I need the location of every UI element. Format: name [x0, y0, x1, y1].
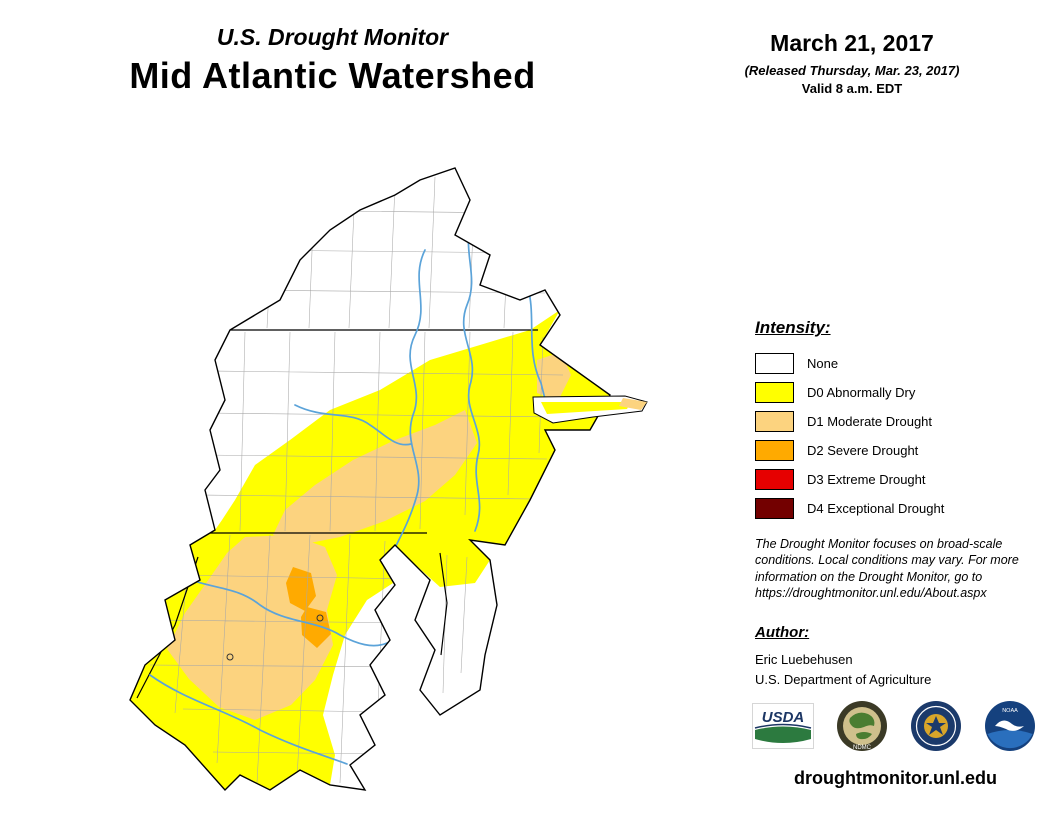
potomac-river: [179, 574, 388, 647]
state-borders: [136, 329, 538, 699]
usda-field: [755, 726, 811, 743]
date-block: March 21, 2017 (Released Thursday, Mar. …: [690, 30, 1014, 96]
valid-time: Valid 8 a.m. EDT: [801, 81, 903, 96]
watershed-outline: [129, 167, 611, 792]
james-river: [149, 674, 348, 765]
report-name: U.S. Drought Monitor: [216, 24, 449, 50]
long-island: [532, 395, 648, 424]
header: U.S. Drought Monitor Mid Atlantic Waters…: [60, 24, 605, 97]
intensity-legend: Intensity: None D0 Abnormally Dry D1 Mod…: [755, 318, 1037, 523]
legend-item-d2: D2 Severe Drought: [755, 436, 1037, 465]
swatch-none: [755, 353, 794, 374]
noaa-sea: [987, 730, 1033, 749]
city-marker: [226, 653, 234, 661]
doc-emblem: [926, 716, 946, 735]
usda-logo: USDA: [752, 703, 814, 749]
legend-item-d4: D4 Exceptional Drought: [755, 494, 1037, 523]
legend-item-label: None: [807, 356, 839, 371]
usda-swoosh: [754, 723, 812, 729]
legend-item-d1: D1 Moderate Drought: [755, 407, 1037, 436]
d2-region-1: [286, 567, 316, 611]
ndmc-logo: NDMC: [837, 701, 887, 751]
d2-region-2: [301, 607, 331, 648]
d1-region-pa: [273, 410, 477, 545]
ndmc-landmass: [849, 712, 875, 729]
drought-map: [129, 167, 648, 792]
legend-item-label: D0 Abnormally Dry: [807, 385, 916, 400]
long-island-d1: [619, 398, 647, 410]
noaa-logo-text: NOAA: [1002, 708, 1018, 714]
swatch-d1: [755, 411, 794, 432]
legend-item-d3: D3 Extreme Drought: [755, 465, 1037, 494]
long-island-d0: [541, 402, 631, 414]
delaware-river: [462, 214, 481, 532]
swatch-d0: [755, 382, 794, 403]
swatch-d4: [755, 498, 794, 519]
legend-item-label: D4 Exceptional Drought: [807, 501, 945, 516]
susquehanna-west-branch: [294, 404, 412, 446]
rivers: [149, 182, 548, 765]
d1-region-hudson: [537, 352, 571, 401]
doc-logo: [911, 701, 961, 751]
swatch-d2: [755, 440, 794, 461]
legend-item-label: D2 Severe Drought: [807, 443, 919, 458]
susquehanna-river: [395, 249, 426, 547]
noaa-logo: NOAA: [985, 701, 1035, 751]
map-date: March 21, 2017: [770, 30, 934, 56]
page-title: Mid Atlantic Watershed: [129, 55, 536, 96]
legend-item-d0: D0 Abnormally Dry: [755, 378, 1037, 407]
drought-regions: [130, 310, 610, 790]
ndmc-landmass: [856, 732, 872, 740]
usda-logo-text: USDA: [762, 709, 805, 726]
legend-heading: Intensity:: [755, 318, 831, 337]
swatch-d3: [755, 469, 794, 490]
legend-item-none: None: [755, 349, 1037, 378]
noaa-seagull: [995, 720, 1024, 731]
author-name: Eric Luebehusen: [755, 652, 853, 667]
author-heading: Author:: [755, 624, 810, 641]
agency-logos: USDA NDMC NOAA: [752, 700, 1036, 752]
ndmc-logo-text: NDMC: [853, 745, 872, 751]
legend-item-label: D1 Moderate Drought: [807, 414, 933, 429]
website-url: droughtmonitor.unl.edu: [794, 768, 997, 788]
release-date: (Released Thursday, Mar. 23, 2017): [744, 63, 960, 78]
author-block: Author: Eric Luebehusen U.S. Department …: [755, 624, 931, 689]
city-marker: [316, 614, 324, 622]
author-org: U.S. Department of Agriculture: [755, 671, 932, 687]
disclaimer-text: The Drought Monitor focuses on broad-sca…: [755, 537, 1019, 600]
legend-item-label: D3 Extreme Drought: [807, 472, 926, 487]
